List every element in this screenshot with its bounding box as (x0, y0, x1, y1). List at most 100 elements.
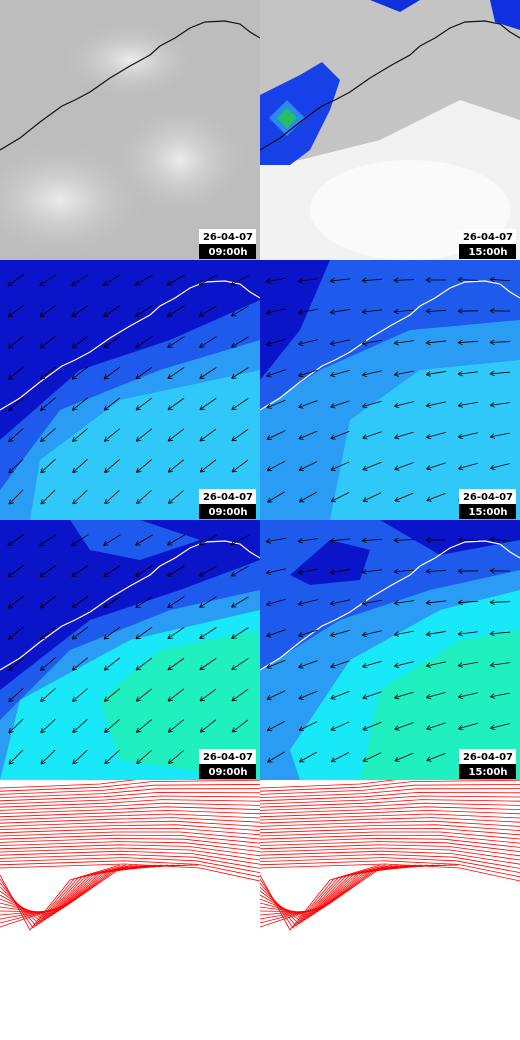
wind-arrow (267, 751, 285, 763)
wind-arrow (135, 688, 153, 702)
wind-arrow (167, 596, 185, 608)
isobar (260, 857, 520, 873)
wind-arrow (8, 489, 24, 505)
wind-arrow (425, 308, 447, 315)
wind-arrow (231, 336, 249, 348)
wind-panel (260, 520, 520, 780)
wind-arrow (72, 459, 88, 474)
wind-arrow (489, 630, 510, 637)
wind-arrow (298, 599, 318, 607)
wind-arrow (135, 565, 153, 577)
wind-arrow (457, 308, 479, 314)
wind-arrow (39, 397, 56, 411)
wind-arrow (266, 399, 286, 409)
wind-arrow (361, 308, 382, 315)
isobar (260, 802, 520, 811)
wind-arrow (266, 720, 286, 732)
wind-arrow (426, 692, 446, 700)
wind-arrow (199, 336, 217, 348)
wind-arrow (361, 599, 382, 606)
wind-arrow (199, 305, 217, 317)
isobar (0, 780, 137, 789)
wind-arrow (330, 431, 350, 440)
wind-arrow (425, 631, 446, 637)
wind-arrow (425, 371, 446, 377)
wind-arrow (104, 719, 120, 733)
wind-arrow (361, 537, 383, 544)
pressure-panel (260, 780, 520, 931)
isobar (0, 857, 260, 873)
wind-arrow (231, 398, 249, 410)
wind-arrow (266, 659, 286, 669)
time-box (199, 244, 256, 259)
panel-time: 15:00h (469, 767, 508, 778)
wind-arrow (426, 753, 446, 762)
wind-arrow (104, 459, 120, 473)
isobar (260, 780, 397, 789)
wind-arrow (425, 277, 446, 283)
wind-arrow (72, 749, 88, 765)
isobar (0, 860, 260, 878)
isobar (0, 864, 181, 916)
wind-arrow (71, 305, 89, 318)
wind-arrow (167, 336, 185, 348)
wind-arrow (298, 369, 318, 378)
wind-arrow (8, 718, 24, 734)
wind-arrow (361, 339, 382, 346)
isobar (260, 817, 520, 824)
cloud-panel (259, 0, 520, 260)
wind-arrow (425, 661, 446, 668)
wind-arrow (426, 462, 446, 471)
wind-arrow (393, 277, 415, 283)
wind-arrow (230, 274, 250, 286)
isobar (0, 837, 260, 848)
wind-arrow (230, 305, 249, 317)
wind-arrow (362, 660, 382, 669)
panel-time: 15:00h (469, 247, 508, 258)
wind-arrow (266, 690, 286, 700)
wind-arrow (71, 366, 89, 380)
wind-arrow (489, 692, 510, 699)
wind-arrow (167, 397, 185, 411)
wind-arrow (103, 397, 121, 411)
wind-arrow (393, 537, 415, 543)
isobar (0, 788, 260, 798)
wind-arrow (103, 626, 121, 640)
isobar (260, 853, 520, 869)
wind-arrow (71, 274, 89, 286)
wind-arrow (394, 722, 414, 731)
isobar (260, 837, 520, 848)
wind-panel (0, 520, 260, 780)
wind-arrow (231, 658, 249, 670)
wind-arrow (103, 274, 121, 286)
time-box (199, 764, 256, 779)
wind-arrow (425, 401, 446, 408)
wind-arrow (72, 489, 88, 505)
wind-arrow (39, 595, 57, 609)
wind-arrow (489, 339, 511, 345)
wind-arrow (362, 400, 382, 409)
wind-arrow (425, 568, 447, 575)
wind-arrow (361, 568, 382, 575)
wind-arrow (425, 537, 446, 543)
wind-arrow (199, 367, 217, 379)
isobar (0, 791, 260, 802)
wind-arrow (394, 691, 414, 700)
isobar (260, 864, 459, 928)
wind-arrow (135, 534, 153, 546)
panel-date: 26-04-07 (463, 232, 513, 243)
wind-arrow (39, 335, 57, 349)
isobar (260, 809, 520, 818)
panel-date: 26-04-07 (203, 492, 253, 503)
isobar (260, 847, 520, 861)
isobar (0, 813, 260, 821)
isobar (0, 853, 260, 869)
wind-arrow (393, 370, 414, 377)
wind-arrow (489, 662, 510, 668)
panel-time: 09:00h (209, 767, 248, 778)
wind-arrow (40, 688, 56, 703)
wind-arrow (39, 657, 56, 671)
isobar (0, 817, 260, 824)
wind-arrow (167, 367, 185, 380)
